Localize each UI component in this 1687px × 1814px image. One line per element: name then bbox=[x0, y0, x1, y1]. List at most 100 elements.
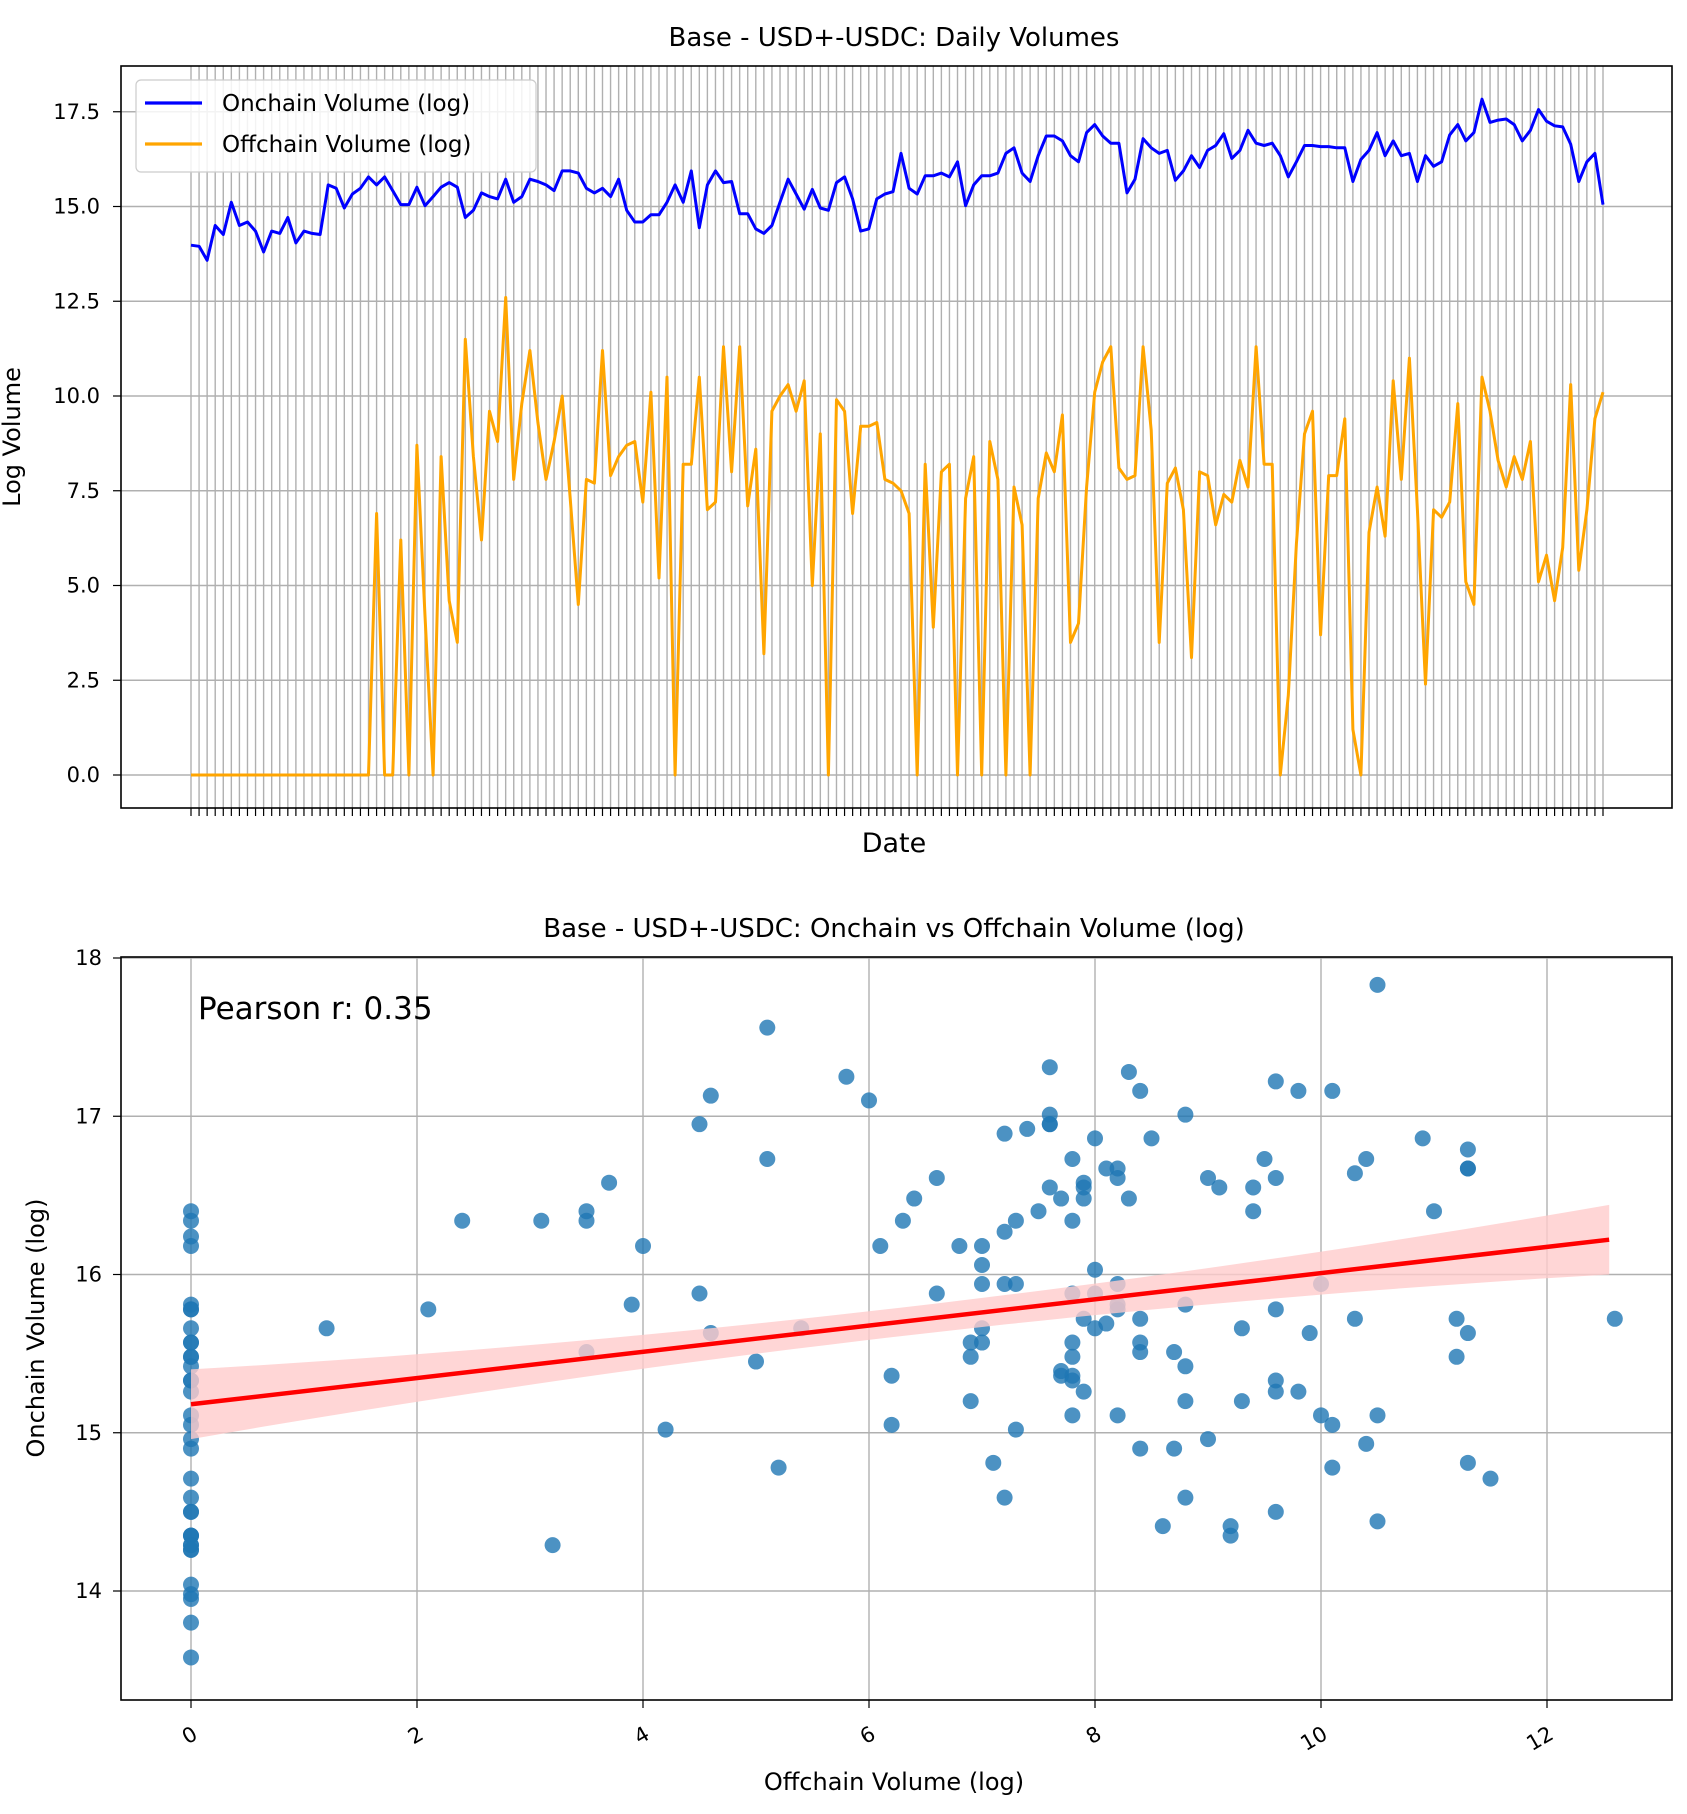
scatter-point bbox=[1301, 1325, 1318, 1342]
scatter-point bbox=[770, 1459, 787, 1476]
scatter-point bbox=[883, 1367, 900, 1384]
scatter-point bbox=[1030, 1203, 1047, 1220]
top-x-axis-label: Date bbox=[862, 828, 927, 859]
scatter-point bbox=[996, 1223, 1013, 1240]
scatter-point bbox=[1019, 1120, 1036, 1137]
scatter-point bbox=[183, 1212, 199, 1229]
scatter-point bbox=[1177, 1393, 1194, 1410]
scatter-point bbox=[1459, 1160, 1476, 1177]
y-tick-label: 15.0 bbox=[53, 195, 100, 219]
scatter-point bbox=[974, 1257, 990, 1274]
scatter-point bbox=[544, 1537, 561, 1554]
scatter-point bbox=[183, 1541, 199, 1558]
scatter-point bbox=[1267, 1383, 1284, 1400]
scatter-point bbox=[1064, 1334, 1081, 1351]
scatter-point bbox=[183, 1590, 199, 1607]
scatter-point bbox=[183, 1228, 199, 1245]
scatter-point bbox=[974, 1238, 990, 1255]
scatter-point bbox=[1369, 1513, 1386, 1530]
scatter-point bbox=[1007, 1421, 1024, 1438]
y-tick-label: 2.5 bbox=[67, 668, 100, 692]
scatter-point bbox=[657, 1421, 674, 1438]
y-tick-label: 5.0 bbox=[67, 574, 100, 598]
scatter-point bbox=[1143, 1130, 1160, 1147]
scatter-point bbox=[454, 1212, 471, 1229]
top-ticks: 0.0 2.5 5.0 7.5 10.0 12.5 15.0 17.5 bbox=[53, 100, 1604, 816]
scatter-point bbox=[974, 1334, 990, 1351]
scatter-point bbox=[1267, 1073, 1284, 1090]
scatter-point bbox=[1132, 1082, 1149, 1099]
scatter-point bbox=[894, 1212, 911, 1229]
scatter-point bbox=[1154, 1518, 1171, 1535]
scatter-point bbox=[1098, 1160, 1115, 1177]
scatter-point bbox=[1177, 1358, 1194, 1375]
scatter-point bbox=[1041, 1179, 1058, 1196]
scatter-point bbox=[962, 1334, 979, 1351]
scatter-point bbox=[1166, 1440, 1183, 1457]
regression bbox=[190, 1204, 1610, 1440]
scatter-point bbox=[1233, 1393, 1250, 1410]
scatter-point bbox=[748, 1353, 764, 1370]
scatter-point bbox=[951, 1238, 968, 1255]
scatter-point bbox=[601, 1174, 618, 1191]
scatter-point bbox=[1448, 1310, 1465, 1327]
top-axes-frame bbox=[120, 65, 1673, 809]
scatter-point bbox=[1459, 1454, 1476, 1471]
scatter-point bbox=[1324, 1416, 1341, 1433]
scatter-point bbox=[1245, 1203, 1262, 1220]
scatter-point bbox=[1426, 1203, 1442, 1220]
scatter-point bbox=[1041, 1059, 1058, 1076]
legend-box bbox=[135, 79, 537, 173]
scatter-point bbox=[928, 1285, 945, 1302]
scatter-point bbox=[872, 1238, 889, 1255]
scatter-point bbox=[623, 1296, 640, 1313]
scatter-point bbox=[1606, 1310, 1623, 1327]
scatter-point bbox=[996, 1489, 1013, 1506]
top-chart-title: Base - USD+-USDC: Daily Volumes bbox=[669, 23, 1120, 53]
legend-offchain-label: Offchain Volume (log) bbox=[222, 132, 471, 158]
scatter-point bbox=[1369, 976, 1386, 993]
scatter-point bbox=[974, 1275, 990, 1292]
onchain-volume-line bbox=[190, 97, 1605, 262]
y-tick-label: 17 bbox=[75, 1104, 102, 1128]
scatter-point bbox=[838, 1068, 855, 1085]
scatter-point bbox=[183, 1320, 199, 1337]
scatter-point bbox=[702, 1087, 719, 1104]
bottom-axes-frame bbox=[120, 956, 1673, 1701]
scatter-point bbox=[1132, 1310, 1149, 1327]
scatter-point bbox=[962, 1393, 979, 1410]
legend: Onchain Volume (log) Offchain Volume (lo… bbox=[135, 79, 537, 173]
y-tick-label: 7.5 bbox=[67, 479, 100, 503]
scatter-point bbox=[1075, 1383, 1092, 1400]
y-tick-label: 14 bbox=[75, 1579, 102, 1603]
scatter-point bbox=[1324, 1459, 1341, 1476]
offchain-volume-line bbox=[191, 296, 1605, 777]
scatter-point bbox=[183, 1503, 199, 1520]
scatter-point bbox=[1233, 1320, 1250, 1337]
scatter-point bbox=[183, 1614, 199, 1631]
scatter-point bbox=[759, 1019, 776, 1036]
scatter-point bbox=[1053, 1190, 1070, 1207]
scatter-point bbox=[1041, 1116, 1058, 1133]
y-tick-label: 17.5 bbox=[53, 100, 100, 124]
scatter-point bbox=[1200, 1431, 1216, 1448]
scatter-point bbox=[1064, 1348, 1081, 1365]
scatter-point bbox=[1064, 1150, 1081, 1167]
scatter-point bbox=[1087, 1261, 1103, 1278]
scatter-point bbox=[1369, 1407, 1386, 1424]
top-y-axis-label: Log Volume bbox=[0, 367, 26, 507]
scatter-point bbox=[996, 1275, 1013, 1292]
scatter-point bbox=[1064, 1212, 1081, 1229]
scatter-point bbox=[1459, 1325, 1476, 1342]
scatter-point bbox=[183, 1489, 199, 1506]
scatter-point bbox=[1132, 1440, 1149, 1457]
scatter-point bbox=[691, 1285, 708, 1302]
scatter-point bbox=[1459, 1141, 1476, 1158]
scatter-point bbox=[183, 1576, 199, 1593]
scatter-point bbox=[1075, 1179, 1092, 1196]
y-tick-label: 12.5 bbox=[53, 289, 100, 313]
y-tick-label: 18 bbox=[75, 946, 102, 970]
scatter-point bbox=[635, 1238, 651, 1255]
bottom-chart-title: Base - USD+-USDC: Onchain vs Offchain Vo… bbox=[543, 914, 1244, 944]
